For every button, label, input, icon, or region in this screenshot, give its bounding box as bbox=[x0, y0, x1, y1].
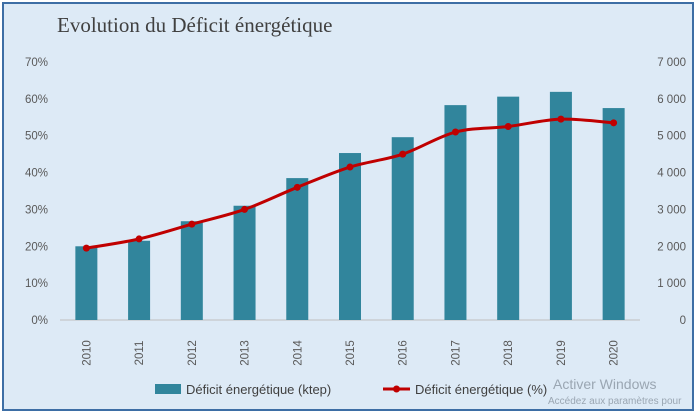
left-tick-label: 40% bbox=[25, 168, 48, 180]
right-tick-label: 7 000 bbox=[657, 57, 686, 69]
line-point-2014 bbox=[293, 183, 301, 191]
legend-line-label: Déficit énergétique (%) bbox=[415, 382, 547, 397]
bar-2010 bbox=[75, 246, 98, 320]
bar-2017 bbox=[444, 105, 467, 320]
bar-2019 bbox=[549, 91, 572, 321]
x-tick-label: 2012 bbox=[187, 340, 199, 366]
bar-2012 bbox=[180, 221, 203, 320]
x-tick-label: 2010 bbox=[81, 340, 93, 366]
legend-bar-swatch bbox=[155, 384, 181, 394]
windows-watermark-line1: Activer Windows bbox=[553, 376, 656, 392]
right-axis: 0 1 000 2 000 3 000 4 000 5 000 6 000 7 000 bbox=[657, 57, 686, 327]
line-point-2010 bbox=[82, 244, 90, 252]
x-tick-label: 2017 bbox=[450, 340, 462, 366]
line-point-2013 bbox=[241, 205, 249, 213]
line-point-2020 bbox=[610, 119, 618, 127]
legend: Déficit énergétique (ktep) Déficit énerg… bbox=[155, 382, 547, 397]
left-tick-label: 60% bbox=[25, 94, 48, 106]
bar-2016 bbox=[391, 137, 414, 320]
x-axis: 2010 2011 2012 2013 2014 2015 2016 2017 2018 2019… bbox=[81, 340, 620, 366]
right-tick-label: 0 bbox=[680, 315, 686, 327]
legend-bar-label: Déficit énergétique (ktep) bbox=[186, 382, 331, 397]
line-point-2016 bbox=[399, 150, 407, 158]
legend-line-marker bbox=[393, 385, 400, 393]
x-tick-label: 2016 bbox=[398, 340, 410, 366]
right-tick-label: 3 000 bbox=[657, 204, 686, 216]
left-tick-label: 0% bbox=[31, 315, 48, 327]
right-tick-label: 5 000 bbox=[657, 131, 686, 143]
bar-series bbox=[75, 91, 625, 321]
x-tick-label: 2014 bbox=[292, 340, 304, 366]
bar-2013 bbox=[233, 205, 256, 320]
line-point-2017 bbox=[451, 128, 459, 136]
left-axis: 0% 10% 20% 30% 40% 50% 60% 70% bbox=[25, 57, 48, 327]
x-tick-label: 2020 bbox=[609, 340, 621, 366]
right-tick-label: 6 000 bbox=[657, 94, 686, 106]
line-point-2019 bbox=[557, 115, 565, 123]
line-point-2015 bbox=[346, 163, 354, 171]
x-tick-label: 2011 bbox=[134, 341, 146, 366]
x-tick-label: 2018 bbox=[503, 340, 515, 366]
bar-2014 bbox=[286, 178, 309, 320]
left-tick-label: 30% bbox=[25, 204, 48, 216]
chart-title: Evolution du Déficit énergétique bbox=[57, 13, 332, 37]
left-tick-label: 10% bbox=[25, 278, 48, 290]
right-tick-label: 1 000 bbox=[657, 278, 686, 290]
line-point-2012 bbox=[188, 220, 196, 228]
line-series bbox=[82, 115, 618, 252]
left-tick-label: 70% bbox=[25, 57, 48, 69]
left-tick-label: 20% bbox=[25, 241, 48, 253]
left-tick-label: 50% bbox=[25, 131, 48, 143]
windows-watermark-line2: Accédez aux paramètres pour bbox=[548, 396, 682, 407]
line-point-2011 bbox=[135, 235, 143, 243]
bar-2011 bbox=[128, 240, 151, 320]
bar-2020 bbox=[602, 108, 625, 320]
bar-2015 bbox=[339, 153, 361, 320]
x-tick-label: 2019 bbox=[556, 340, 568, 366]
x-tick-label: 2013 bbox=[240, 340, 252, 366]
line-point-2018 bbox=[504, 123, 512, 130]
x-tick-label: 2015 bbox=[345, 340, 357, 366]
right-tick-label: 2 000 bbox=[657, 241, 686, 253]
bar-2018 bbox=[497, 96, 520, 320]
right-tick-label: 4 000 bbox=[657, 168, 686, 180]
